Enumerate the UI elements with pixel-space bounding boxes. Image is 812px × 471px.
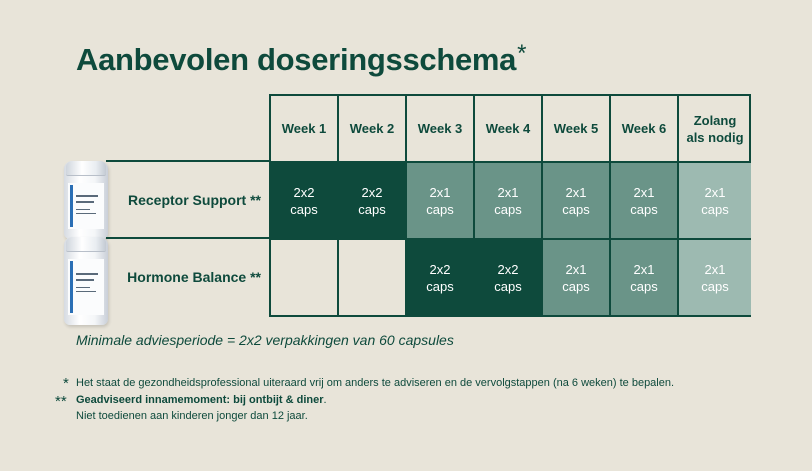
column-header-as-needed: Zolang als nodig [679,96,751,163]
dose-cell: 2x1 caps [407,163,475,240]
dose-unit: caps [290,201,318,217]
receptor-support-bottle-icon [64,161,108,239]
minimum-period-note: Minimale adviesperiode = 2x2 verpakkinge… [76,332,454,348]
dose-unit: caps [701,278,729,294]
dose-cell: 2x1 caps [611,163,679,240]
dose-unit: caps [494,201,522,217]
dose-amount: 2x1 [633,261,655,277]
dose-cell: 2x2 caps [271,163,339,240]
title-footnote-mark: * [517,40,527,67]
column-header-week-2: Week 2 [339,96,407,163]
column-header-week-1: Week 1 [271,96,339,163]
footnote-double-mark: ** [55,393,67,410]
dose-unit: caps [426,278,454,294]
dose-cell: 2x1 caps [679,240,751,315]
dose-cell: 2x1 caps [679,163,751,240]
dose-cell: 2x1 caps [543,163,611,240]
bottle-label [68,183,104,229]
dose-unit: caps [562,278,590,294]
dose-cell: 2x1 caps [543,240,611,315]
footnote-double-text: Geadviseerd innamemoment: bij ontbijt & … [76,394,327,406]
dose-amount: 2x2 [429,261,451,277]
dose-unit: caps [562,201,590,217]
dose-unit: caps [426,201,454,217]
dose-cell: 2x1 caps [611,240,679,315]
dose-unit: caps [358,201,386,217]
row-divider [106,237,271,239]
page-title-text: Aanbevolen doseringsschema [76,42,517,77]
intake-moment-end: . [323,394,327,406]
row-divider [106,160,271,162]
page-title: Aanbevolen doseringsschema* [76,40,527,78]
footnote-age-warning: Niet toedienen aan kinderen jonger dan 1… [76,410,308,422]
product-label-receptor-support: Receptor Support ** [127,192,261,208]
dose-amount: 2x1 [704,184,726,200]
footnote-single-mark: * [63,375,69,392]
footnote-single-text: Het staat de gezondheidsprofessional uit… [76,377,675,389]
column-header-week-4: Week 4 [475,96,543,163]
dose-unit: caps [630,278,658,294]
dose-unit: caps [630,201,658,217]
column-header-as-needed-text: Zolang als nodig [686,112,744,145]
dose-cell: 2x1 caps [475,163,543,240]
dosage-table: Week 1 Week 2 Week 3 Week 4 Week 5 Week … [269,94,751,317]
dose-cell: 2x2 caps [475,240,543,315]
dose-amount: 2x1 [429,184,451,200]
dose-cell-empty [271,240,339,315]
dose-cell: 2x2 caps [339,163,407,240]
dose-unit: caps [701,201,729,217]
dose-amount: 2x1 [497,184,519,200]
product-label-hormone-balance: Hormone Balance ** [127,269,261,285]
column-header-week-6: Week 6 [611,96,679,163]
intake-moment-text: Geadviseerd innamemoment: bij ontbijt & … [76,394,324,406]
column-header-week-3: Week 3 [407,96,475,163]
dose-amount: 2x2 [497,261,519,277]
dose-cell: 2x2 caps [407,240,475,315]
dose-amount: 2x1 [565,261,587,277]
hormone-balance-bottle-icon [64,237,108,325]
dose-unit: caps [494,278,522,294]
dose-cell-empty [339,240,407,315]
dose-amount: 2x2 [361,184,383,200]
dose-amount: 2x2 [293,184,315,200]
dose-amount: 2x1 [704,261,726,277]
dose-amount: 2x1 [633,184,655,200]
column-header-week-5: Week 5 [543,96,611,163]
dose-amount: 2x1 [565,184,587,200]
